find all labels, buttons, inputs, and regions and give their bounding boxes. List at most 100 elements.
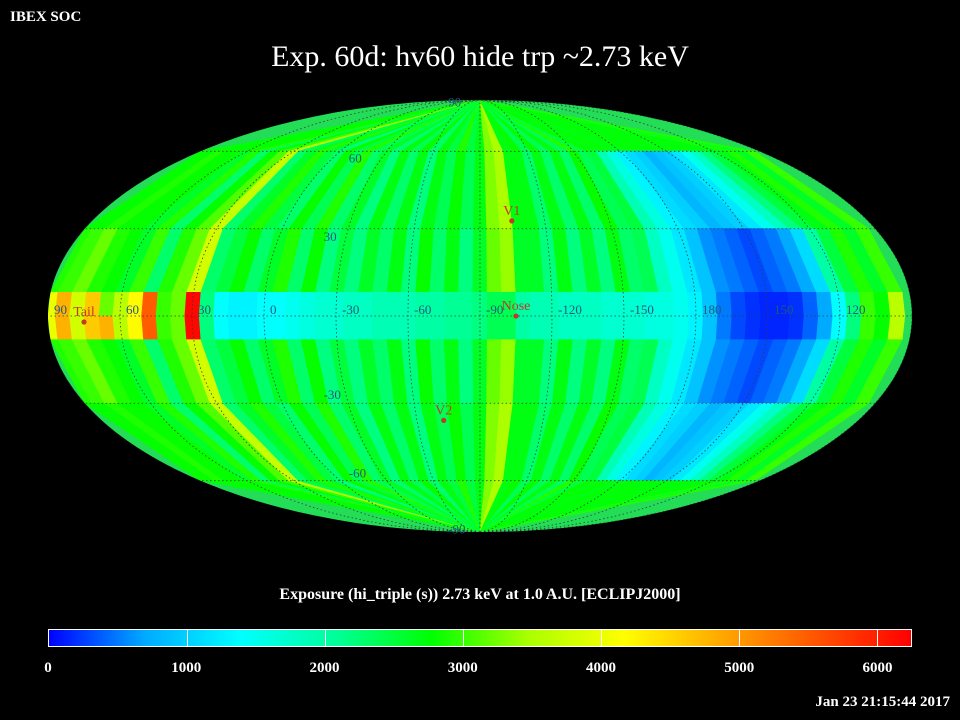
- colorbar-label: Exposure (hi_triple (s)) 2.73 keV at 1.0…: [279, 586, 681, 603]
- colorbar-tick-label: 6000: [862, 660, 893, 676]
- exposure-cell: [386, 291, 402, 317]
- exposure-cell: [887, 315, 906, 341]
- exposure-cell: [501, 315, 517, 341]
- exposure-cell: [558, 315, 574, 341]
- marker-label: Nose: [502, 299, 531, 314]
- exposure-cell: [437, 480, 481, 532]
- exposure-cell: [773, 315, 790, 341]
- exposure-cell: [486, 339, 502, 404]
- longitude-label: -60: [414, 302, 431, 317]
- exposure-cell: [256, 315, 273, 341]
- longitude-label: -30: [342, 302, 359, 317]
- exposure-cell: [427, 480, 481, 532]
- longitude-label: 90: [54, 302, 67, 317]
- exposure-cell: [443, 315, 459, 341]
- colorbar-tick-label: 4000: [585, 660, 616, 676]
- exposure-cell: [316, 480, 481, 532]
- exposure-cell: [354, 480, 481, 532]
- exposure-cell: [629, 315, 646, 341]
- map-title: Exp. 60d: hv60 hide trp ~2.73 keV: [271, 40, 689, 73]
- exposure-cell: [260, 480, 481, 532]
- exposure-cell: [758, 315, 776, 341]
- exposure-cell: [299, 315, 316, 341]
- colorbar-tick-label: 5000: [724, 660, 755, 676]
- exposure-cell: [873, 315, 891, 341]
- exposure-cell: [486, 315, 502, 341]
- colorbar-tick-label: 1000: [171, 660, 202, 676]
- exposure-cell: [342, 315, 359, 341]
- colorbar-tick-mark: [738, 630, 740, 646]
- exposure-cell: [515, 315, 531, 341]
- meridian-line: [407, 100, 481, 532]
- longitude-label: 60: [126, 302, 139, 317]
- exposure-cell: [314, 291, 331, 317]
- exposure-cell: [288, 480, 481, 532]
- exposure-cell: [326, 480, 481, 532]
- exposure-cell: [830, 315, 848, 341]
- colorbar-tick-label: 2000: [309, 660, 340, 676]
- latitude-label: -60: [349, 466, 366, 481]
- exposure-cell: [371, 315, 388, 341]
- exposure-cell: [155, 315, 173, 341]
- exposure-cell: [399, 480, 481, 532]
- grid-labels: 60 30 0 -30 -60 -90 -120 -150 180 150 120 90 90 60 30 -…: [54, 94, 866, 536]
- meridian-line: [479, 100, 912, 532]
- exposure-cell: [458, 339, 474, 404]
- exposure-cell: [744, 291, 762, 317]
- sky-map: 60 30 0 -30 -60 -90 -120 -150 180 150 120 90 90 60 30 -…: [48, 94, 912, 537]
- exposure-cell: [170, 291, 187, 317]
- exposure-cell: [458, 291, 474, 317]
- exposure-cell: [758, 291, 776, 317]
- exposure-cell: [227, 315, 245, 341]
- longitude-label: -150: [630, 302, 654, 317]
- colorbar-tick-mark: [600, 630, 602, 646]
- org-label: IBEX SOC: [10, 9, 82, 25]
- exposure-cell: [184, 315, 202, 341]
- exposure-cell: [414, 315, 431, 341]
- exposure-cell: [529, 315, 546, 341]
- exposure-cell: [409, 480, 481, 532]
- exposure-cell: [298, 480, 481, 532]
- latitude-label: 90: [448, 94, 461, 109]
- exposure-cell: [587, 291, 603, 317]
- exposure-cell: [687, 291, 704, 317]
- exposure-cell: [285, 291, 302, 317]
- exposure-cell: [672, 291, 690, 317]
- longitude-label: 0: [270, 302, 277, 317]
- exposure-cell: [371, 291, 388, 317]
- exposure-cell: [529, 291, 546, 317]
- exposure-cell: [126, 315, 144, 341]
- exposure-cell: [386, 315, 402, 341]
- exposure-cell: [787, 315, 805, 341]
- exposure-cell: [242, 480, 481, 532]
- exposure-cell: [887, 291, 906, 317]
- exposure-cell: [429, 315, 445, 341]
- longitude-label: 150: [774, 302, 794, 317]
- exposure-cell: [644, 315, 661, 341]
- exposure-cell: [830, 291, 848, 317]
- exposure-cell: [456, 480, 481, 532]
- exposure-cell: [587, 315, 603, 341]
- exposure-cell: [198, 315, 216, 341]
- exposure-cell: [844, 315, 862, 341]
- exposure-cell: [458, 315, 474, 341]
- exposure-cell: [715, 315, 733, 341]
- colorbar-tick-mark: [186, 630, 188, 646]
- exposure-cell: [443, 228, 461, 293]
- exposure-cell: [242, 315, 259, 341]
- exposure-cell: [98, 315, 116, 341]
- exposure-cell: [730, 315, 747, 341]
- exposure-cell: [357, 291, 373, 317]
- exposure-cell: [141, 315, 159, 341]
- exposure-cell: [213, 291, 230, 317]
- exposure-cells: [48, 100, 906, 532]
- exposure-cell: [816, 315, 834, 341]
- exposure-cell: [141, 291, 159, 317]
- colorbar-ticks: 0 1000 2000 3000 4000 5000 6000: [0, 660, 960, 680]
- graticule: [48, 100, 912, 532]
- latitude-label: 30: [324, 229, 337, 244]
- exposure-cell: [465, 480, 481, 532]
- exposure-cell: [299, 291, 316, 317]
- exposure-cell: [701, 315, 718, 341]
- exposure-cell: [112, 315, 130, 341]
